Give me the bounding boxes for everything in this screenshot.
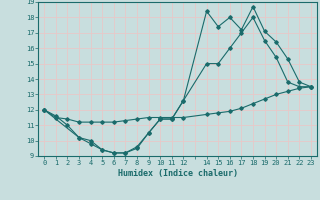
- X-axis label: Humidex (Indice chaleur): Humidex (Indice chaleur): [118, 169, 238, 178]
